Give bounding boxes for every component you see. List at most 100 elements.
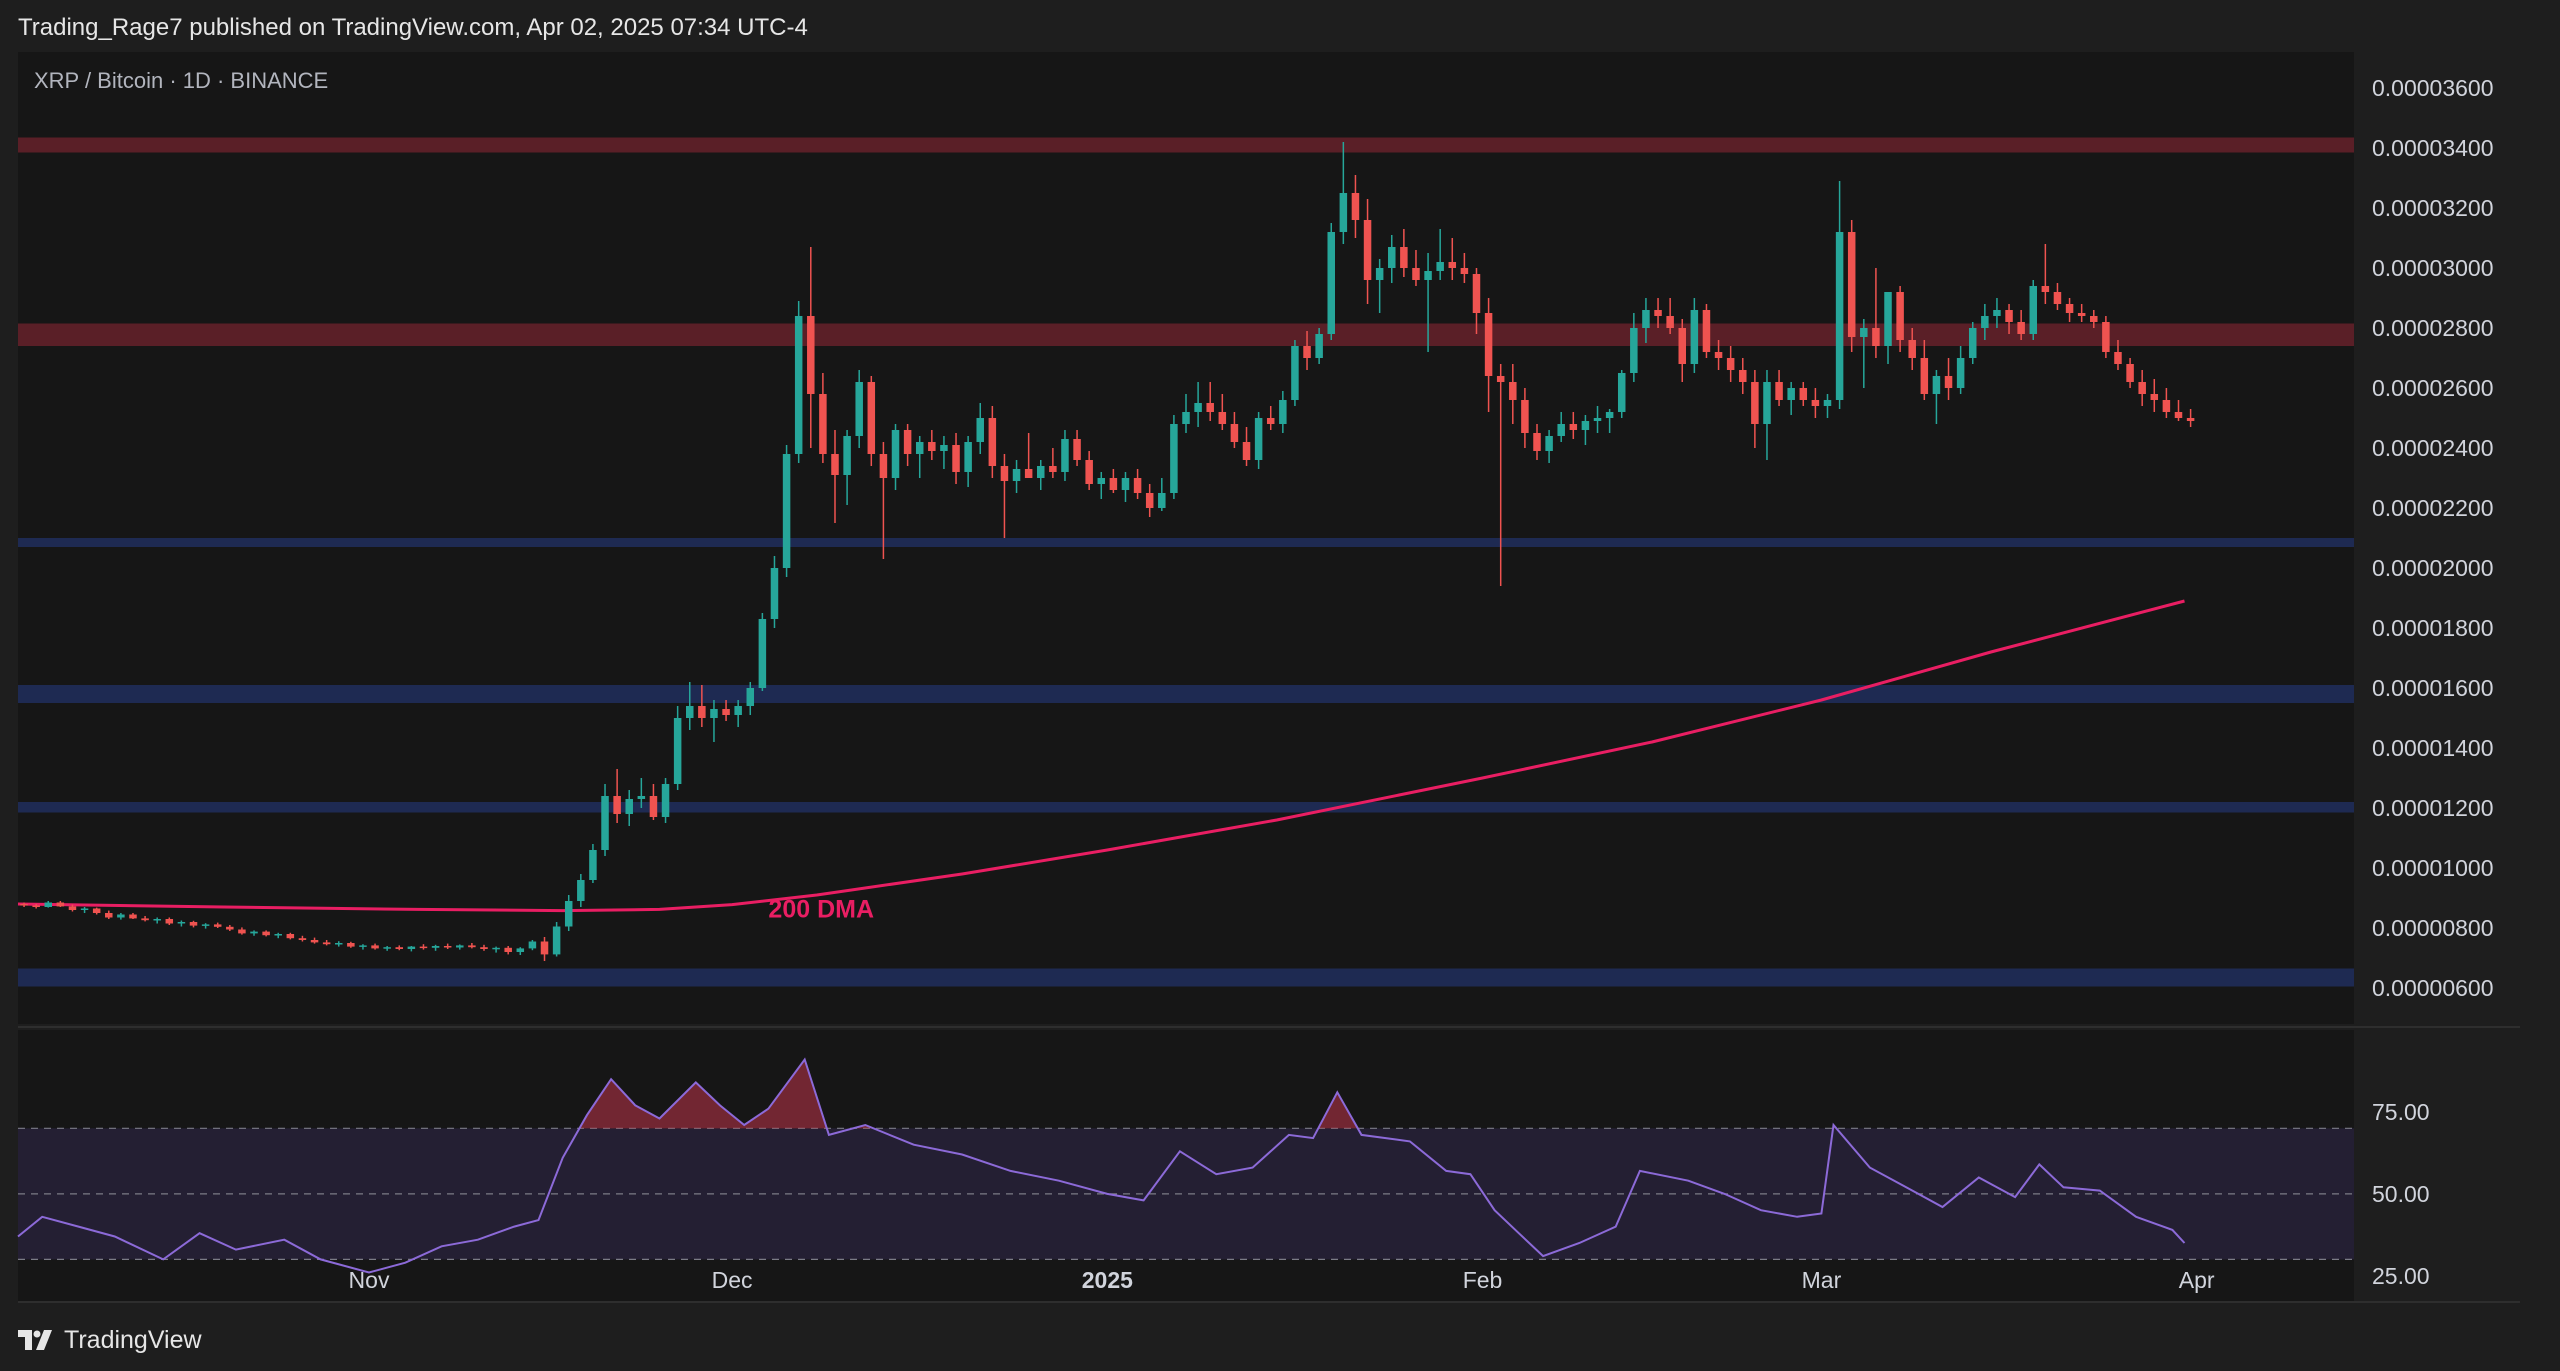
candle-body bbox=[1363, 220, 1372, 280]
candle bbox=[371, 943, 379, 950]
candle-body bbox=[1279, 400, 1287, 424]
candle-body bbox=[649, 796, 658, 817]
candle-body bbox=[105, 913, 113, 918]
footer-brand: TradingView bbox=[64, 1325, 202, 1354]
candle bbox=[310, 937, 319, 944]
candle-body bbox=[540, 941, 549, 955]
chart-title: XRP / Bitcoin · 1D · BINANCE bbox=[34, 68, 328, 93]
candle bbox=[1981, 304, 1989, 340]
candle bbox=[1666, 298, 1674, 334]
candle-body bbox=[250, 931, 258, 934]
candle-body bbox=[1206, 403, 1214, 412]
time-tick-label: Dec bbox=[712, 1267, 753, 1293]
candle-body bbox=[1133, 478, 1142, 493]
candle bbox=[891, 424, 900, 490]
candle bbox=[20, 902, 28, 907]
price-axis[interactable]: 0.00003600 0.00003400 0.00003200 0.00003000… bbox=[2372, 75, 2494, 1001]
candle-body bbox=[504, 947, 512, 952]
candle-body bbox=[1158, 493, 1166, 508]
candle bbox=[746, 682, 755, 715]
candle-body bbox=[310, 940, 319, 943]
price-tick-label: 0.00003600 bbox=[2372, 75, 2494, 101]
zone-support-4 bbox=[18, 802, 2354, 813]
candle-body bbox=[1339, 193, 1348, 232]
candle-body bbox=[1860, 328, 1868, 337]
candle bbox=[1037, 460, 1045, 490]
rsi-line bbox=[17, 1057, 2186, 1274]
candle bbox=[2150, 379, 2159, 412]
candle bbox=[492, 946, 500, 953]
candle bbox=[1484, 298, 1493, 412]
candle bbox=[1908, 328, 1916, 370]
candle-body bbox=[903, 430, 912, 454]
candle-body bbox=[1327, 232, 1335, 334]
candle-body bbox=[613, 796, 621, 814]
candle-body bbox=[2005, 310, 2013, 322]
candle-body bbox=[952, 445, 960, 472]
candle bbox=[262, 930, 270, 937]
candle-body bbox=[1714, 352, 1723, 358]
candle-body bbox=[2162, 400, 2171, 412]
candle bbox=[1448, 238, 1457, 280]
candle bbox=[1170, 415, 1178, 499]
price-tick-label: 0.00002000 bbox=[2372, 555, 2494, 581]
candle-body bbox=[1315, 334, 1323, 358]
candle bbox=[1642, 298, 1650, 343]
candle bbox=[1702, 304, 1711, 358]
candle bbox=[1823, 394, 1832, 418]
candle-body bbox=[552, 926, 561, 955]
candle-body bbox=[129, 914, 137, 919]
candle bbox=[2102, 316, 2110, 358]
candle bbox=[1085, 451, 1093, 490]
candle bbox=[613, 769, 621, 823]
candle bbox=[758, 613, 767, 691]
candle bbox=[2126, 358, 2134, 388]
candle bbox=[831, 430, 839, 523]
candle bbox=[2162, 388, 2171, 418]
candle bbox=[1557, 412, 1565, 442]
candle-body bbox=[1291, 346, 1299, 400]
candle-body bbox=[1145, 493, 1154, 508]
candle-body bbox=[2090, 316, 2098, 322]
candle bbox=[516, 947, 525, 955]
candle bbox=[1509, 364, 1517, 424]
candle bbox=[855, 370, 863, 448]
candle bbox=[928, 430, 936, 460]
candle bbox=[1279, 391, 1287, 433]
candle bbox=[940, 436, 948, 469]
candle bbox=[80, 907, 89, 913]
candle-body bbox=[2150, 394, 2159, 400]
candle-body bbox=[577, 880, 585, 901]
candle bbox=[903, 424, 912, 466]
candle-body bbox=[1218, 412, 1227, 424]
candle bbox=[2114, 340, 2122, 370]
candle bbox=[468, 943, 476, 949]
rsi-axis[interactable]: 75.00 50.00 25.00 bbox=[2372, 1099, 2430, 1289]
candle-body bbox=[1037, 466, 1045, 478]
time-axis[interactable]: Nov Dec 2025 Feb Mar Apr bbox=[349, 1267, 2215, 1293]
candle-body bbox=[589, 850, 597, 880]
candle bbox=[431, 944, 440, 951]
candle bbox=[359, 944, 367, 950]
candle-body bbox=[395, 947, 404, 949]
candle-body bbox=[2186, 418, 2195, 421]
candle-body bbox=[1182, 412, 1190, 424]
candle bbox=[456, 944, 464, 950]
candle-body bbox=[685, 706, 694, 718]
candle-body bbox=[1012, 469, 1021, 481]
candle-body bbox=[1678, 328, 1687, 364]
candle bbox=[1412, 250, 1420, 286]
candle bbox=[1993, 298, 2001, 328]
candle bbox=[1872, 268, 1880, 358]
candle bbox=[177, 920, 186, 927]
publisher-info: Trading_Rage7 published on TradingView.c… bbox=[18, 14, 808, 41]
rsi-band bbox=[18, 1128, 2354, 1260]
candle-body bbox=[1230, 424, 1239, 442]
candle-body bbox=[1751, 382, 1759, 424]
candle bbox=[722, 700, 730, 721]
candle bbox=[1145, 484, 1154, 517]
candle bbox=[1581, 415, 1590, 445]
candle bbox=[1194, 382, 1202, 427]
candle-body bbox=[928, 442, 936, 451]
